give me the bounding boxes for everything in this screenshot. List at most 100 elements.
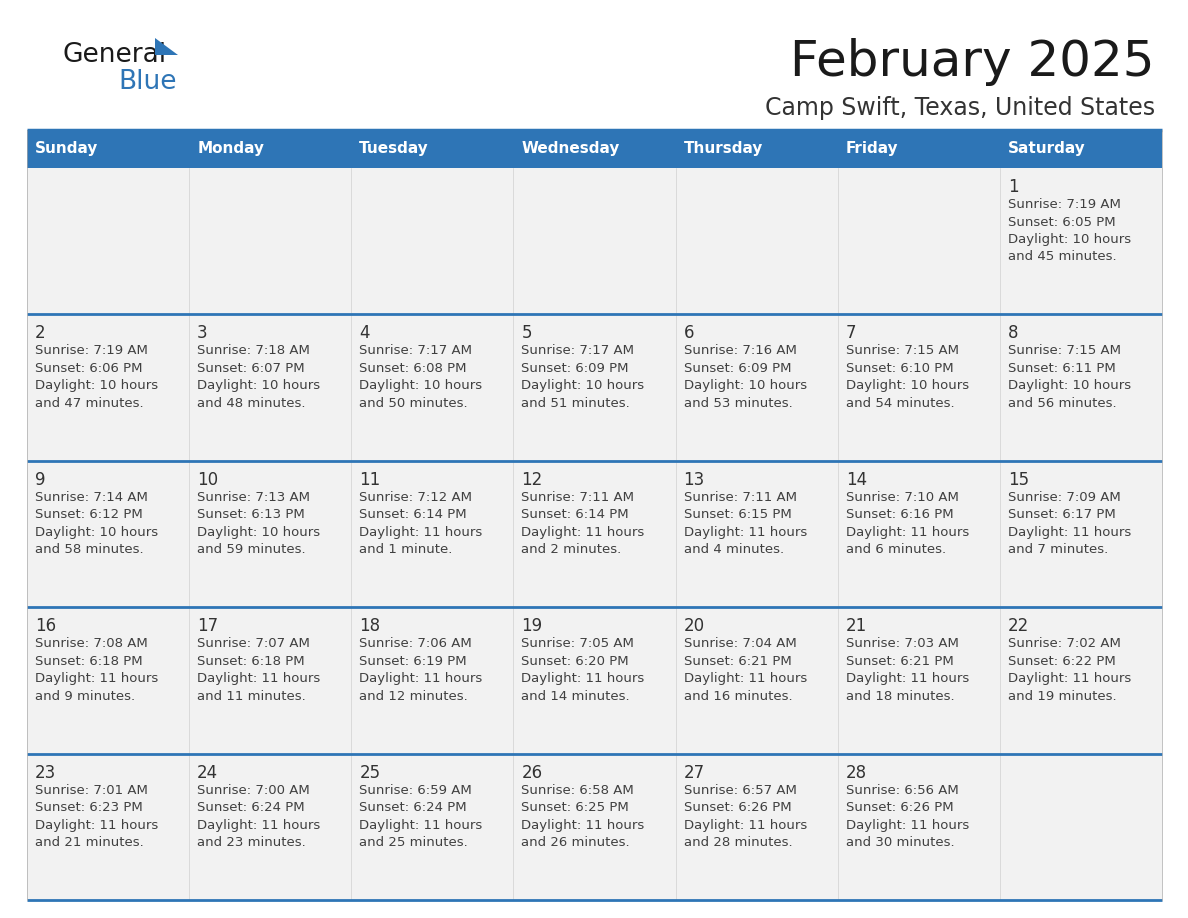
Text: and 28 minutes.: and 28 minutes. (683, 836, 792, 849)
Text: Sunrise: 7:18 AM: Sunrise: 7:18 AM (197, 344, 310, 357)
Text: Daylight: 11 hours: Daylight: 11 hours (197, 819, 321, 832)
Text: Sunset: 6:07 PM: Sunset: 6:07 PM (197, 362, 305, 375)
Text: 18: 18 (359, 617, 380, 635)
Text: 24: 24 (197, 764, 219, 781)
Text: Sunset: 6:23 PM: Sunset: 6:23 PM (34, 801, 143, 814)
Text: and 21 minutes.: and 21 minutes. (34, 836, 144, 849)
Text: Sunrise: 7:17 AM: Sunrise: 7:17 AM (359, 344, 473, 357)
Bar (189, 754, 352, 900)
Bar (189, 461, 352, 607)
Bar (27, 168, 189, 314)
Text: Sunrise: 7:15 AM: Sunrise: 7:15 AM (1007, 344, 1120, 357)
Text: and 7 minutes.: and 7 minutes. (1007, 543, 1108, 556)
Text: 7: 7 (846, 324, 857, 342)
Text: 5: 5 (522, 324, 532, 342)
Text: 8: 8 (1007, 324, 1018, 342)
Text: and 59 minutes.: and 59 minutes. (197, 543, 305, 556)
Text: Sunrise: 7:02 AM: Sunrise: 7:02 AM (1007, 637, 1120, 650)
Text: Sunrise: 7:09 AM: Sunrise: 7:09 AM (1007, 491, 1120, 504)
Bar (27, 130, 189, 168)
Text: 17: 17 (197, 617, 219, 635)
Text: Sunset: 6:10 PM: Sunset: 6:10 PM (846, 362, 953, 375)
Bar (838, 130, 1000, 168)
Text: Sunrise: 7:19 AM: Sunrise: 7:19 AM (34, 344, 147, 357)
Text: Sunrise: 7:10 AM: Sunrise: 7:10 AM (846, 491, 959, 504)
Text: Sunrise: 7:03 AM: Sunrise: 7:03 AM (846, 637, 959, 650)
Bar (1000, 168, 1162, 314)
Text: Daylight: 11 hours: Daylight: 11 hours (359, 819, 482, 832)
Text: 4: 4 (359, 324, 369, 342)
Bar (838, 754, 1000, 900)
Text: Sunrise: 7:19 AM: Sunrise: 7:19 AM (1007, 198, 1120, 211)
Text: Daylight: 11 hours: Daylight: 11 hours (683, 526, 807, 539)
Text: Camp Swift, Texas, United States: Camp Swift, Texas, United States (765, 96, 1155, 120)
Text: and 18 minutes.: and 18 minutes. (846, 689, 954, 702)
Text: Sunset: 6:20 PM: Sunset: 6:20 PM (522, 655, 630, 667)
Text: 23: 23 (34, 764, 56, 781)
Polygon shape (154, 38, 178, 55)
Text: Friday: Friday (846, 141, 898, 156)
Text: Daylight: 11 hours: Daylight: 11 hours (846, 526, 969, 539)
Text: Sunrise: 7:16 AM: Sunrise: 7:16 AM (683, 344, 796, 357)
Text: and 26 minutes.: and 26 minutes. (522, 836, 630, 849)
Bar (352, 607, 513, 754)
Text: Sunset: 6:16 PM: Sunset: 6:16 PM (846, 509, 953, 521)
Text: 22: 22 (1007, 617, 1029, 635)
Text: and 58 minutes.: and 58 minutes. (34, 543, 144, 556)
Text: February 2025: February 2025 (790, 38, 1155, 86)
Text: 15: 15 (1007, 471, 1029, 488)
Bar (513, 754, 676, 900)
Text: and 2 minutes.: and 2 minutes. (522, 543, 621, 556)
Text: Thursday: Thursday (683, 141, 763, 156)
Text: 16: 16 (34, 617, 56, 635)
Text: and 16 minutes.: and 16 minutes. (683, 689, 792, 702)
Text: and 4 minutes.: and 4 minutes. (683, 543, 784, 556)
Text: Sunrise: 7:14 AM: Sunrise: 7:14 AM (34, 491, 147, 504)
Text: Daylight: 11 hours: Daylight: 11 hours (1007, 526, 1131, 539)
Text: Sunset: 6:17 PM: Sunset: 6:17 PM (1007, 509, 1116, 521)
Text: Daylight: 11 hours: Daylight: 11 hours (683, 819, 807, 832)
Text: Sunset: 6:19 PM: Sunset: 6:19 PM (359, 655, 467, 667)
Text: 25: 25 (359, 764, 380, 781)
Text: Sunrise: 7:11 AM: Sunrise: 7:11 AM (683, 491, 797, 504)
Text: Sunrise: 6:56 AM: Sunrise: 6:56 AM (846, 784, 959, 797)
Text: 27: 27 (683, 764, 704, 781)
Bar (513, 607, 676, 754)
Text: Sunset: 6:18 PM: Sunset: 6:18 PM (34, 655, 143, 667)
Text: Sunset: 6:21 PM: Sunset: 6:21 PM (683, 655, 791, 667)
Bar (676, 461, 838, 607)
Text: Daylight: 11 hours: Daylight: 11 hours (359, 526, 482, 539)
Text: and 19 minutes.: and 19 minutes. (1007, 689, 1117, 702)
Text: Sunset: 6:11 PM: Sunset: 6:11 PM (1007, 362, 1116, 375)
Text: Sunrise: 7:13 AM: Sunrise: 7:13 AM (197, 491, 310, 504)
Bar (352, 461, 513, 607)
Bar (352, 314, 513, 461)
Text: Daylight: 11 hours: Daylight: 11 hours (34, 819, 158, 832)
Text: Sunset: 6:13 PM: Sunset: 6:13 PM (197, 509, 305, 521)
Text: Saturday: Saturday (1007, 141, 1086, 156)
Text: 11: 11 (359, 471, 380, 488)
Text: Blue: Blue (118, 69, 177, 95)
Text: Sunset: 6:14 PM: Sunset: 6:14 PM (522, 509, 630, 521)
Text: and 14 minutes.: and 14 minutes. (522, 689, 630, 702)
Text: Tuesday: Tuesday (359, 141, 429, 156)
Bar (189, 314, 352, 461)
Text: Sunset: 6:18 PM: Sunset: 6:18 PM (197, 655, 305, 667)
Text: Daylight: 11 hours: Daylight: 11 hours (846, 819, 969, 832)
Bar (27, 314, 189, 461)
Text: Daylight: 10 hours: Daylight: 10 hours (34, 379, 158, 392)
Bar (189, 168, 352, 314)
Text: Daylight: 11 hours: Daylight: 11 hours (1007, 672, 1131, 685)
Text: Sunrise: 7:01 AM: Sunrise: 7:01 AM (34, 784, 147, 797)
Bar (27, 461, 189, 607)
Text: 28: 28 (846, 764, 867, 781)
Text: and 53 minutes.: and 53 minutes. (683, 397, 792, 410)
Text: 13: 13 (683, 471, 704, 488)
Text: Daylight: 11 hours: Daylight: 11 hours (34, 672, 158, 685)
Bar (513, 130, 676, 168)
Text: and 9 minutes.: and 9 minutes. (34, 689, 135, 702)
Text: Sunset: 6:09 PM: Sunset: 6:09 PM (522, 362, 628, 375)
Bar (513, 314, 676, 461)
Text: Daylight: 11 hours: Daylight: 11 hours (522, 819, 645, 832)
Text: Daylight: 11 hours: Daylight: 11 hours (197, 672, 321, 685)
